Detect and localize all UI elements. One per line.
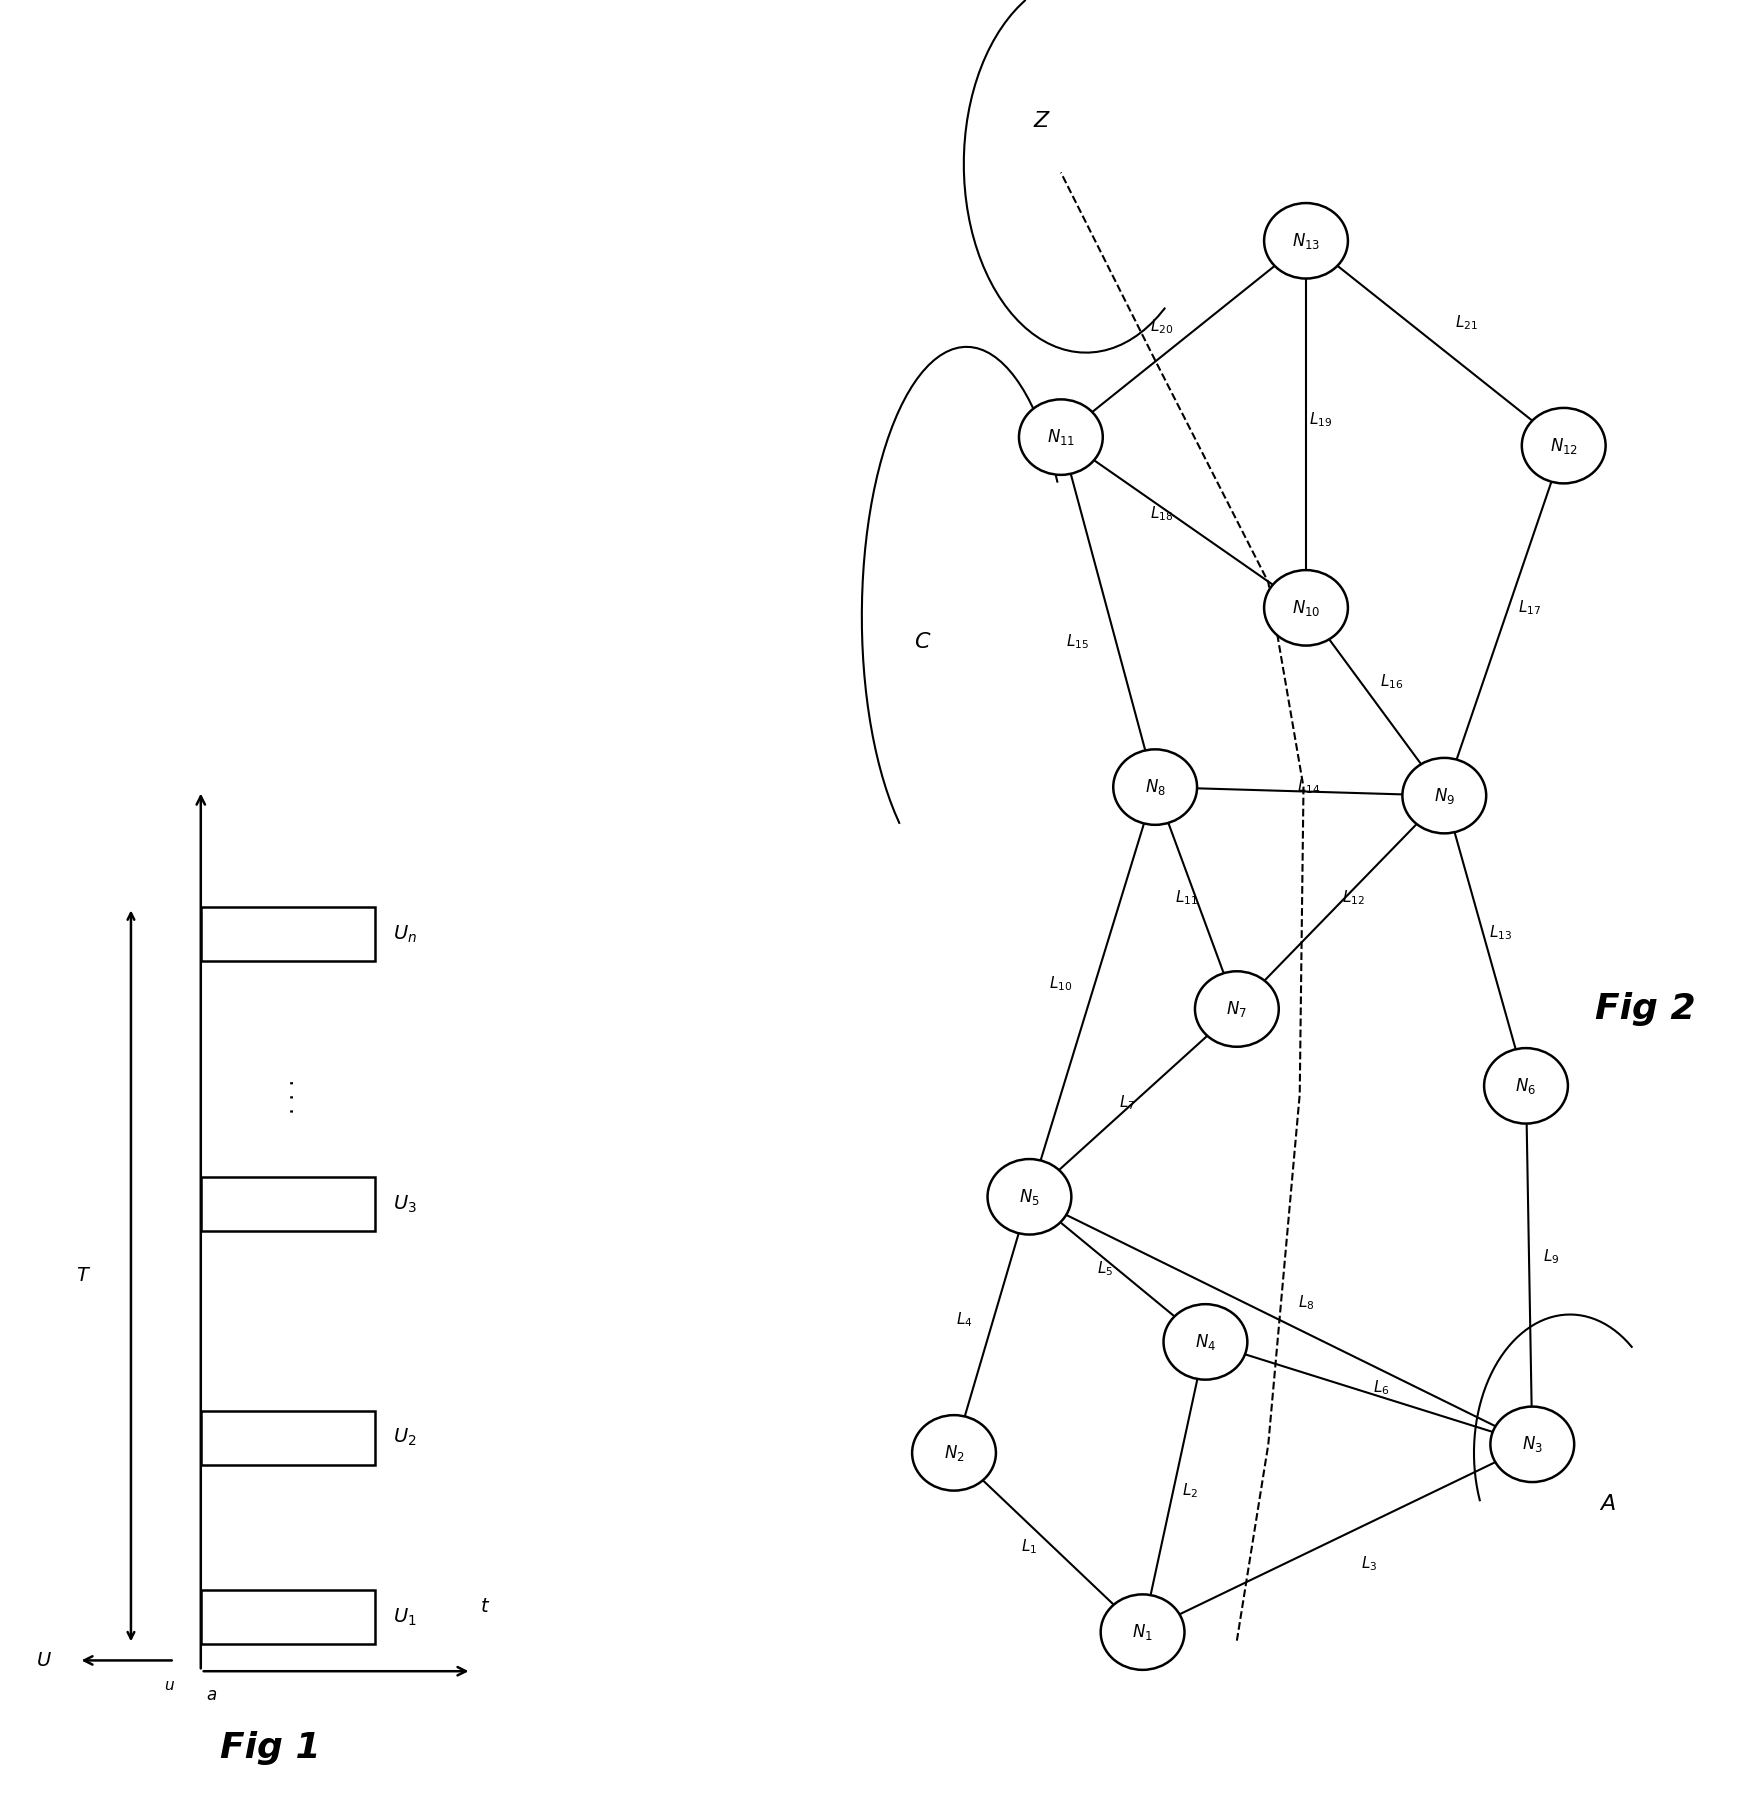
Text: $L_{16}$: $L_{16}$ [1379, 672, 1404, 690]
Bar [201, 907, 375, 961]
Text: $N_{10}$: $N_{10}$ [1292, 598, 1320, 618]
Text: $L_{17}$: $L_{17}$ [1519, 598, 1542, 616]
Ellipse shape [1484, 1048, 1568, 1123]
Text: $N_{9}$: $N_{9}$ [1433, 785, 1454, 805]
Ellipse shape [1163, 1305, 1247, 1380]
Text: $U$: $U$ [37, 1651, 52, 1669]
Text: $L_{19}$: $L_{19}$ [1310, 412, 1332, 429]
Ellipse shape [1264, 570, 1348, 645]
Text: $N_{7}$: $N_{7}$ [1226, 999, 1247, 1019]
Bar [201, 1590, 375, 1644]
Ellipse shape [1402, 758, 1486, 834]
Text: $L_{13}$: $L_{13}$ [1489, 924, 1512, 942]
Text: $L_{18}$: $L_{18}$ [1151, 505, 1173, 523]
Text: $N_{1}$: $N_{1}$ [1131, 1623, 1152, 1642]
Text: $N_{6}$: $N_{6}$ [1516, 1076, 1536, 1096]
Text: $a$: $a$ [206, 1686, 217, 1704]
Bar [201, 1411, 375, 1465]
Text: $L_{10}$: $L_{10}$ [1049, 974, 1072, 992]
Text: $L_{7}$: $L_{7}$ [1119, 1094, 1135, 1112]
Text: . . .: . . . [278, 1078, 299, 1114]
Bar [201, 1177, 375, 1231]
Text: $N_{8}$: $N_{8}$ [1145, 776, 1166, 798]
Text: $U_3$: $U_3$ [393, 1193, 417, 1215]
Text: $L_{9}$: $L_{9}$ [1543, 1247, 1559, 1265]
Text: $L_{20}$: $L_{20}$ [1149, 316, 1173, 336]
Text: $L_{4}$: $L_{4}$ [955, 1310, 973, 1330]
Text: $t$: $t$ [480, 1596, 491, 1616]
Text: $N_{5}$: $N_{5}$ [1020, 1186, 1041, 1208]
Text: $L_{11}$: $L_{11}$ [1175, 890, 1198, 907]
Text: $N_{13}$: $N_{13}$ [1292, 230, 1320, 252]
Text: $N_{11}$: $N_{11}$ [1048, 428, 1076, 447]
Text: Fig 1: Fig 1 [220, 1731, 321, 1765]
Text: Fig 2: Fig 2 [1596, 992, 1695, 1026]
Ellipse shape [1100, 1594, 1184, 1669]
Text: $L_{15}$: $L_{15}$ [1065, 633, 1090, 651]
Text: $U_2$: $U_2$ [393, 1427, 416, 1448]
Text: $C$: $C$ [913, 633, 931, 652]
Text: $L_{21}$: $L_{21}$ [1456, 313, 1479, 332]
Text: $Z$: $Z$ [1034, 111, 1051, 131]
Text: $N_{4}$: $N_{4}$ [1194, 1332, 1215, 1351]
Ellipse shape [1114, 749, 1198, 825]
Text: $L_{2}$: $L_{2}$ [1182, 1481, 1198, 1500]
Ellipse shape [911, 1416, 995, 1492]
Ellipse shape [988, 1159, 1072, 1235]
Text: $N_{12}$: $N_{12}$ [1550, 435, 1578, 456]
Text: $A$: $A$ [1599, 1493, 1617, 1515]
Text: $L_{12}$: $L_{12}$ [1343, 890, 1365, 907]
Ellipse shape [1491, 1407, 1575, 1483]
Ellipse shape [1194, 970, 1278, 1046]
Text: $L_{3}$: $L_{3}$ [1360, 1554, 1378, 1572]
Text: $u$: $u$ [164, 1678, 175, 1693]
Ellipse shape [1020, 399, 1103, 474]
Ellipse shape [1523, 408, 1606, 483]
Text: $N_{3}$: $N_{3}$ [1523, 1434, 1543, 1454]
Text: $N_{2}$: $N_{2}$ [943, 1443, 964, 1463]
Text: $U_n$: $U_n$ [393, 924, 417, 945]
Text: $T$: $T$ [77, 1267, 91, 1285]
Ellipse shape [1264, 203, 1348, 279]
Text: $L_{14}$: $L_{14}$ [1297, 778, 1320, 796]
Text: $L_{6}$: $L_{6}$ [1372, 1378, 1390, 1398]
Text: $L_{8}$: $L_{8}$ [1297, 1294, 1315, 1312]
Text: $U_1$: $U_1$ [393, 1607, 417, 1628]
Text: $L_{5}$: $L_{5}$ [1096, 1260, 1112, 1278]
Text: $L_{1}$: $L_{1}$ [1021, 1538, 1037, 1556]
